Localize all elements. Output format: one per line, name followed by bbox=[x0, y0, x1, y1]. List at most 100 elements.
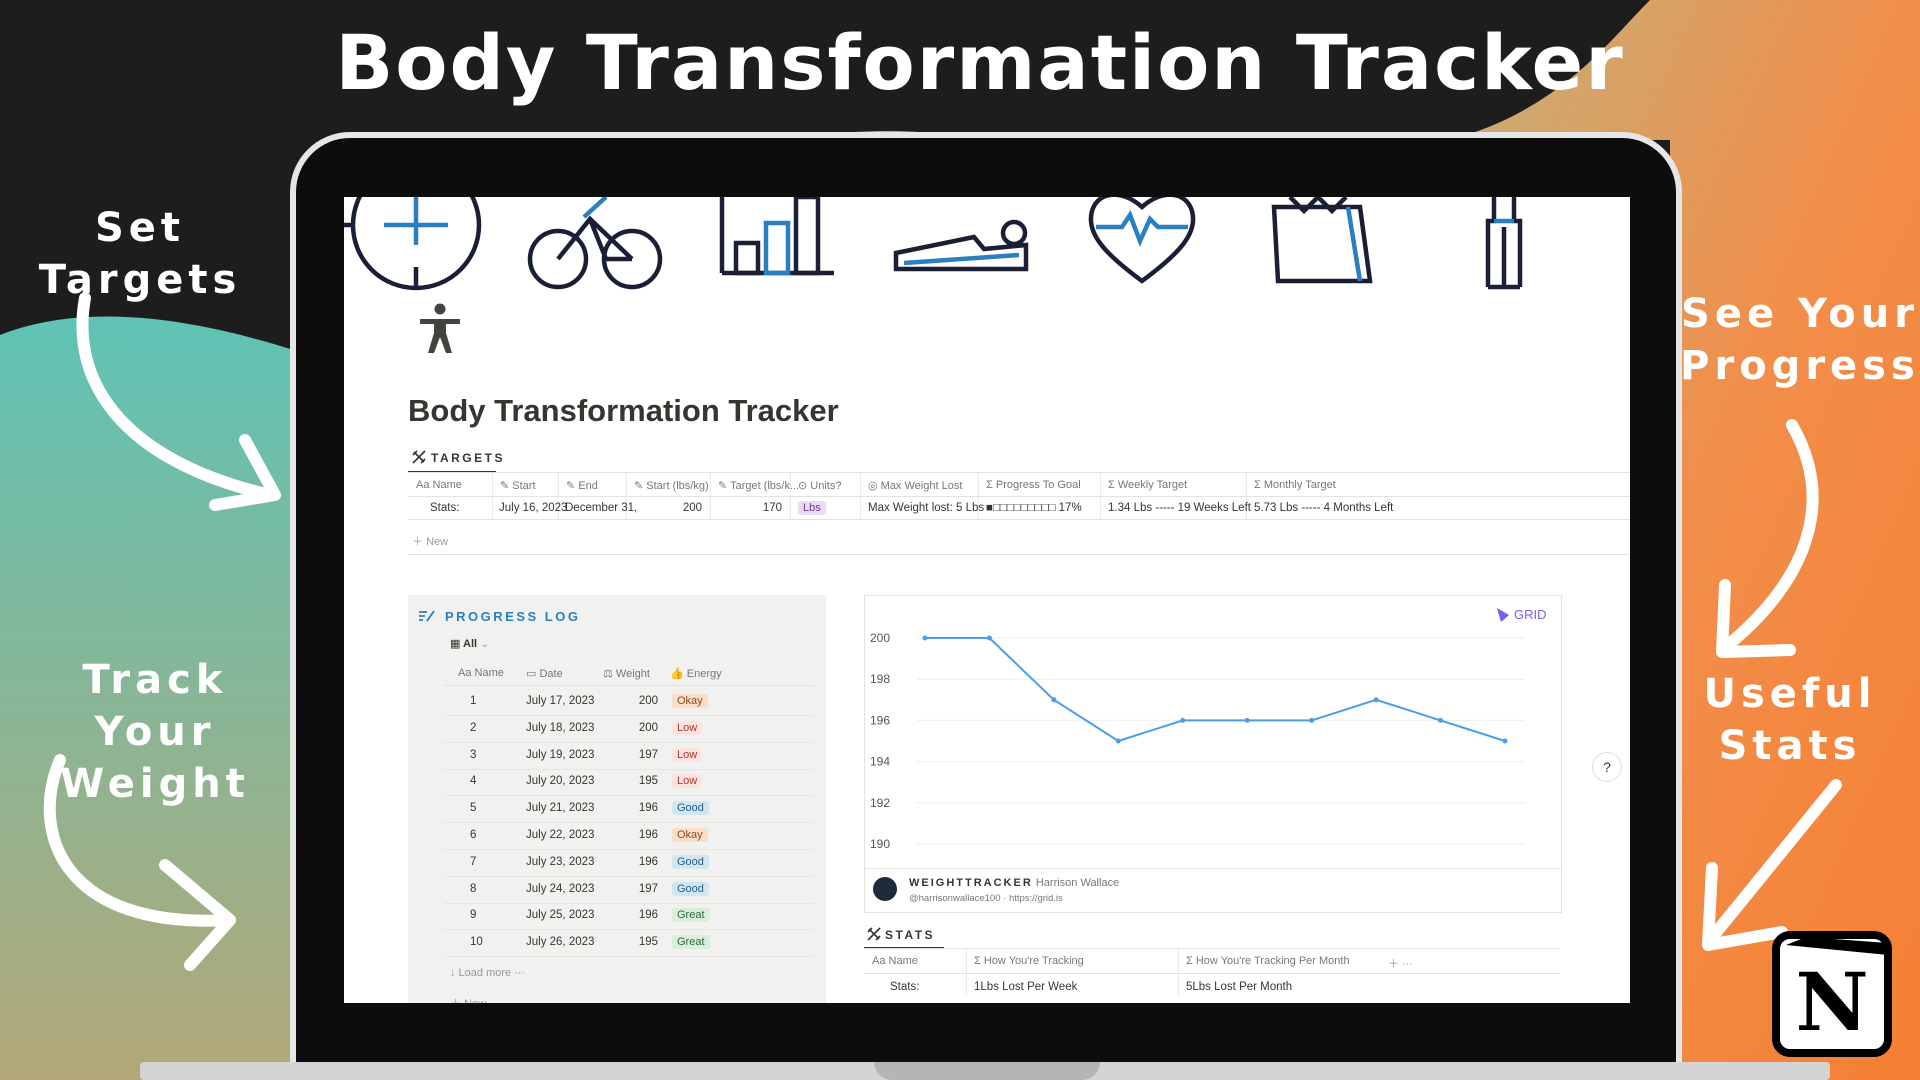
targets-new-button[interactable]: ＋ New bbox=[412, 536, 449, 548]
tab-targets[interactable]: TARGETS bbox=[431, 451, 505, 465]
stats-cell-tracking[interactable]: 1Lbs Lost Per Week bbox=[974, 981, 1078, 993]
targets-header-6: ◎ Max Weight Lost bbox=[868, 480, 963, 492]
log-new-button[interactable]: ＋ New bbox=[450, 995, 486, 1003]
label-see-your: See Your bbox=[1681, 291, 1919, 337]
log-header-2: ⚖ Weight bbox=[603, 668, 650, 680]
log-cell-name: 4 bbox=[470, 775, 477, 788]
energy-tag: Low bbox=[672, 747, 703, 762]
energy-tag: Great bbox=[672, 908, 710, 923]
label-see-progress: See Your Progress bbox=[1680, 288, 1920, 392]
label-set-targets: Set Targets bbox=[0, 202, 280, 306]
weight-line-chart: 200 198 196 194 192 190 bbox=[870, 631, 1525, 851]
targets-cell-max-lost[interactable]: Max Weight lost: 5 Lbs bbox=[868, 502, 985, 514]
targets-cell-progress[interactable]: ■□□□□□□□□□ 17% bbox=[986, 502, 1082, 514]
log-cell-name: 1 bbox=[470, 695, 477, 707]
log-row-line bbox=[444, 768, 814, 770]
log-cell-date: July 26, 2023 bbox=[526, 936, 595, 949]
data-point bbox=[1438, 717, 1444, 723]
grid-brand-icon bbox=[1497, 608, 1509, 622]
y-tick-label: 194 bbox=[870, 755, 890, 769]
data-point bbox=[1115, 738, 1121, 744]
data-point bbox=[1502, 738, 1508, 744]
log-header-3: 👍 Energy bbox=[670, 668, 722, 680]
author-title: WEIGHTTRACKER bbox=[909, 877, 1033, 889]
label-progress: Progress bbox=[1680, 343, 1920, 389]
targets-cell-name[interactable]: Stats: bbox=[430, 502, 460, 514]
standing-person-icon bbox=[1485, 197, 1523, 290]
grid-brand[interactable]: GRID bbox=[1514, 607, 1547, 622]
targets-cell-target-weight[interactable]: 170 bbox=[762, 502, 782, 514]
banner-title: Body Transformation Tracker bbox=[335, 18, 1625, 107]
log-cell-name: 2 bbox=[470, 721, 477, 734]
targets-cell-monthly[interactable]: 5.73 Lbs ----- 4 Months Left bbox=[1254, 502, 1394, 514]
energy-tag: Low bbox=[672, 774, 703, 789]
log-header-1: ▭ Date bbox=[526, 668, 563, 680]
notion-logo: N bbox=[1772, 931, 1892, 1057]
log-cell-name: 10 bbox=[470, 936, 483, 949]
log-cell-weight: 197 bbox=[638, 882, 658, 895]
y-tick-label: 190 bbox=[870, 837, 890, 851]
weight-chart-panel: GRID 200 198 196 194 192 190 WEIGHTTRACKER Ha… bbox=[864, 595, 1562, 913]
laptop-notch bbox=[874, 1062, 1100, 1080]
arrow-useful-stats-head bbox=[1702, 862, 1788, 951]
author-name: Harrison Wallace bbox=[1035, 877, 1120, 889]
targets-header-line bbox=[408, 496, 1630, 497]
log-cell-date: July 22, 2023 bbox=[526, 829, 595, 841]
stats-cell-name[interactable]: Stats: bbox=[890, 981, 920, 993]
targets-cell-start-weight[interactable]: 200 bbox=[682, 502, 702, 514]
y-tick-label: 196 bbox=[870, 713, 890, 727]
author-avatar bbox=[873, 877, 897, 901]
stats-add-column[interactable]: ＋ ··· bbox=[1388, 958, 1414, 970]
tab-stats[interactable]: STATS bbox=[885, 928, 936, 942]
stats-cell-tracking-month[interactable]: 5Lbs Lost Per Month bbox=[1186, 981, 1293, 993]
stats-header-0: Aa Name bbox=[872, 955, 918, 967]
energy-tag: Good bbox=[672, 801, 709, 816]
stats-header-2: Σ How You're Tracking Per Month bbox=[1186, 955, 1350, 967]
log-cell-weight: 196 bbox=[638, 909, 658, 922]
notion-page: Body Transformation Tracker TARGETS Aa N… bbox=[344, 197, 1630, 1003]
targets-header-8: Σ Weekly Target bbox=[1108, 479, 1188, 491]
log-cell-date: July 21, 2023 bbox=[526, 802, 595, 815]
targets-cell-end[interactable]: December 31, bbox=[565, 502, 638, 514]
arrow-track-weight-head bbox=[159, 859, 236, 971]
log-cell-date: July 20, 2023 bbox=[526, 775, 595, 788]
log-cell-weight: 195 bbox=[638, 775, 658, 788]
grocery-bag-icon bbox=[1271, 197, 1373, 284]
log-cell-weight: 196 bbox=[638, 829, 658, 841]
data-point bbox=[922, 635, 928, 641]
targets-header-2: ✎ End bbox=[566, 480, 598, 492]
data-point bbox=[986, 635, 992, 641]
targets-cell-weekly[interactable]: 1.34 Lbs ----- 19 Weeks Left bbox=[1108, 502, 1251, 514]
log-row-line bbox=[444, 822, 814, 824]
units-tag[interactable]: Lbs bbox=[798, 501, 826, 515]
log-header-line bbox=[444, 685, 814, 686]
chart-footer-line bbox=[865, 868, 1561, 869]
progress-log-title: PROGRESS LOG bbox=[445, 609, 581, 624]
stats-col-line-2 bbox=[1178, 949, 1179, 995]
targets-header-7: Σ Progress To Goal bbox=[986, 479, 1081, 491]
help-button[interactable]: ? bbox=[1592, 752, 1622, 782]
energy-tag: Great bbox=[672, 935, 710, 950]
log-row-line bbox=[444, 956, 814, 958]
targets-tab-icon bbox=[412, 450, 426, 464]
log-cell-name: 3 bbox=[470, 748, 477, 761]
energy-tag: Good bbox=[672, 881, 709, 896]
center-wave bbox=[780, 131, 980, 140]
energy-tag: Low bbox=[672, 720, 703, 735]
stats-col-line-1 bbox=[966, 949, 967, 995]
bicycle-icon bbox=[527, 197, 663, 290]
label-track-your: Track Your bbox=[82, 657, 228, 755]
author-line: WEIGHTTRACKER Harrison Wallace bbox=[909, 877, 1119, 889]
label-stats: Stats bbox=[1718, 723, 1862, 769]
targets-cell-start[interactable]: July 16, 2023 bbox=[499, 502, 568, 514]
stats-header-line bbox=[864, 973, 1560, 974]
author-handle[interactable]: @harrisonwallace100 · https://grid.is bbox=[909, 893, 1063, 904]
load-more-button[interactable]: ↓ Load more ··· bbox=[450, 967, 526, 979]
log-cell-weight: 200 bbox=[638, 721, 658, 734]
log-header-0: Aa Name bbox=[458, 667, 504, 679]
arrow-set-targets-head bbox=[209, 434, 281, 511]
view-selector[interactable]: ▦ All ⌄ bbox=[450, 638, 490, 650]
cover-icons bbox=[344, 197, 1523, 291]
log-cell-name: 9 bbox=[470, 909, 477, 922]
arrow-see-progress bbox=[1716, 419, 1819, 656]
